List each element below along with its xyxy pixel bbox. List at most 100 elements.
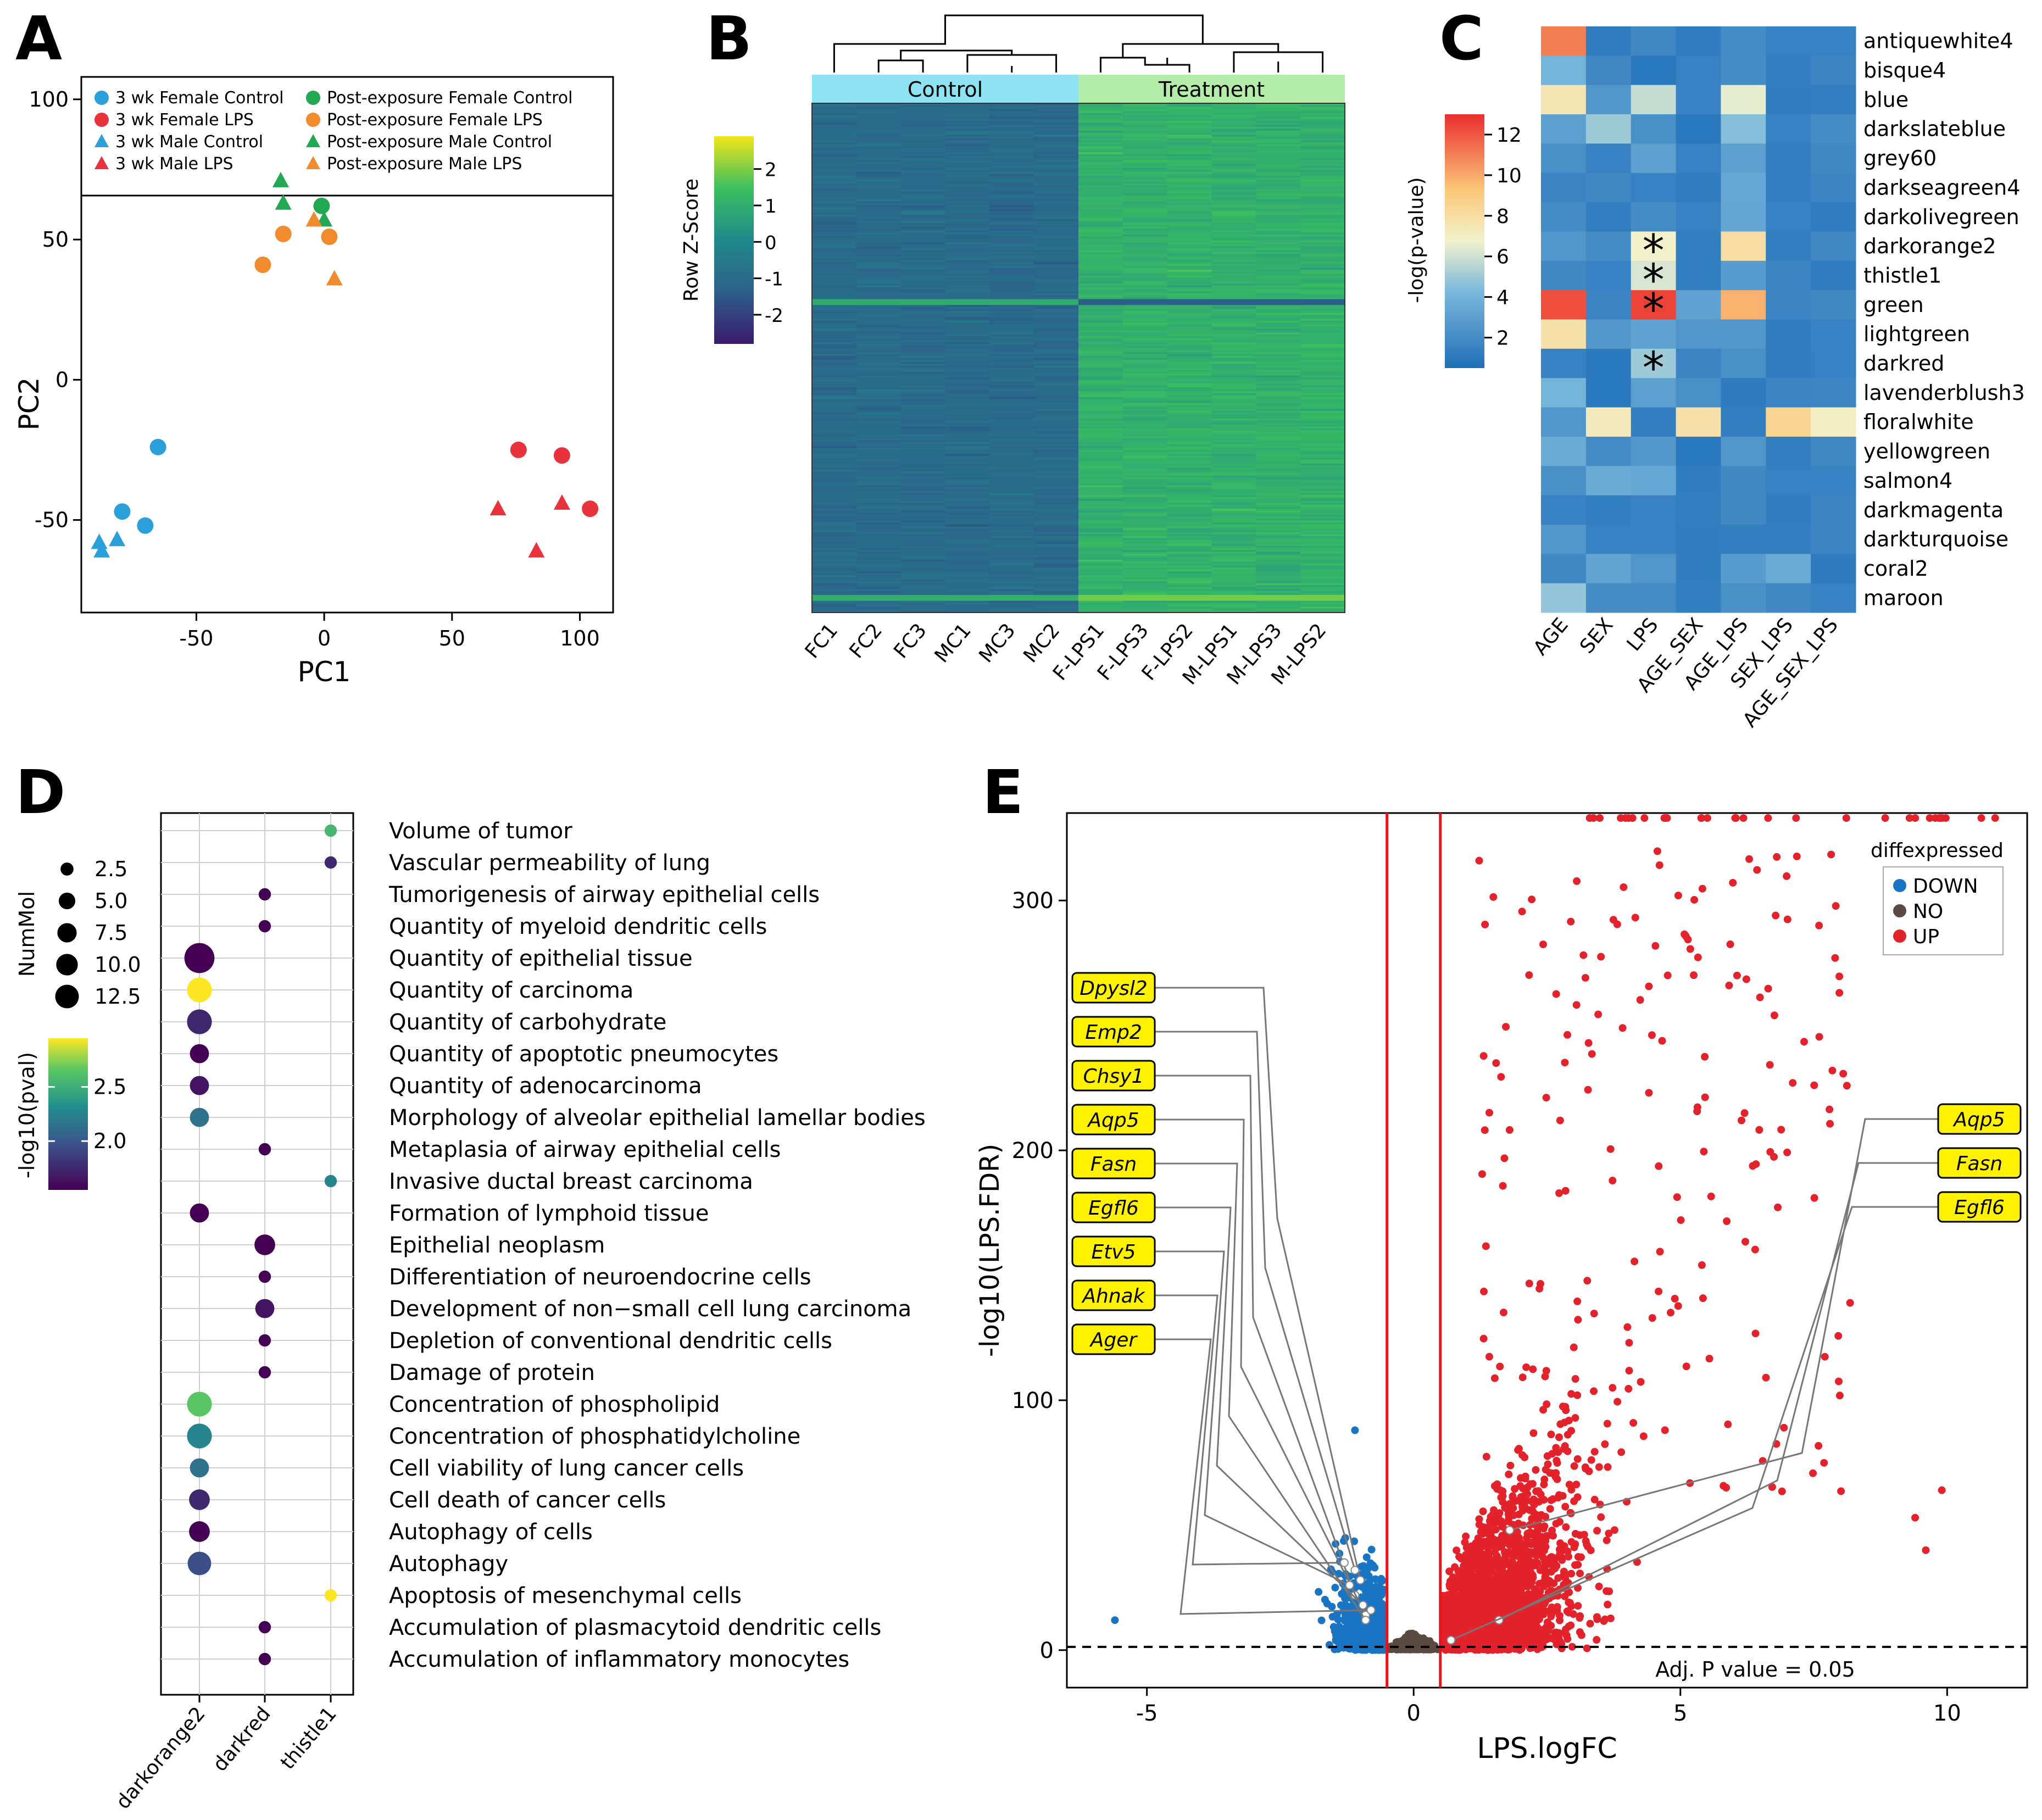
heatmap-b-cell-0-236 <box>812 565 857 568</box>
heatmap-b-cell-9-230 <box>1211 554 1256 556</box>
heatmap-b-cell-6-80 <box>1078 260 1123 263</box>
heatmap-b-cell-1-135 <box>856 368 902 370</box>
heatmap-b-cell-10-74 <box>1256 248 1301 251</box>
heatmap-b-cell-7-234 <box>1122 561 1168 564</box>
heatmap-b-cell-8-0 <box>1167 103 1212 106</box>
pca-legend-marker-1 <box>94 113 109 127</box>
heatmap-b-cell-0-213 <box>812 520 857 523</box>
heatmap-b-cell-2-114 <box>900 326 945 329</box>
heatmap-b-cell-7-198 <box>1122 491 1168 494</box>
heatmap-b-cell-8-159 <box>1167 414 1212 417</box>
heatmap-b-cell-11-16 <box>1300 135 1345 137</box>
heatmap-b-cell-8-161 <box>1167 419 1212 421</box>
heatmap-b-cell-11-103 <box>1300 305 1345 308</box>
heatmap-b-cell-8-27 <box>1167 156 1212 159</box>
heatmap-b-cell-7-4 <box>1122 111 1168 114</box>
heatmap-b-cell-0-122 <box>812 342 857 345</box>
heatmap-b-cell-8-167 <box>1167 430 1212 433</box>
heatmap-b-cell-9-57 <box>1211 215 1256 218</box>
heatmap-b-cell-10-185 <box>1256 465 1301 468</box>
heatmap-b-cell-1-19 <box>856 140 902 143</box>
heatmap-b-cell-7-23 <box>1122 148 1168 151</box>
heatmap-b-cell-8-150 <box>1167 397 1212 399</box>
heatmap-b-cell-6-191 <box>1078 477 1123 480</box>
heatmap-b-cell-11-78 <box>1300 256 1345 259</box>
trait-col-label-0: AGE <box>1529 614 1572 660</box>
heatmap-b-cell-5-39 <box>1034 180 1079 182</box>
heatmap-b-cell-3-51 <box>945 203 990 205</box>
heatmap-b-cell-3-18 <box>945 138 990 141</box>
expression-heatmap-panel: Control Treatment FC1 FC2 FC3MC1MC3MC2F-LPS… <box>680 14 1345 689</box>
heatmap-b-cell-0-37 <box>812 175 857 178</box>
heatmap-b-cell-11-240 <box>1300 573 1345 576</box>
heatmap-b-cell-6-178 <box>1078 452 1123 454</box>
heatmap-b-cell-5-206 <box>1034 507 1079 509</box>
dotplot-point-13 <box>254 1234 275 1255</box>
heatmap-b-cell-8-11 <box>1167 125 1212 127</box>
dotplot-term-12: Formation of lymphoid tissue <box>389 1201 709 1226</box>
heatmap-b-cell-10-104 <box>1256 307 1301 309</box>
heatmap-b-cell-7-99 <box>1122 297 1168 300</box>
heatmap-b-cell-11-43 <box>1300 187 1345 190</box>
heatmap-b-cell-1-159 <box>856 414 902 417</box>
heatmap-b-cell-11-99 <box>1300 297 1345 300</box>
heatmap-b-cell-0-241 <box>812 575 857 578</box>
heatmap-b-cell-11-159 <box>1300 414 1345 417</box>
heatmap-b-cell-11-162 <box>1300 420 1345 423</box>
heatmap-b-cell-9-163 <box>1211 422 1256 425</box>
heatmap-b-cell-8-128 <box>1167 354 1212 357</box>
heatmap-b-cell-5-247 <box>1034 587 1079 589</box>
heatmap-b-cell-1-12 <box>856 126 902 129</box>
heatmap-b-cell-7-252 <box>1122 597 1168 599</box>
heatmap-b-cell-6-254 <box>1078 600 1123 603</box>
heatmap-b-cell-5-177 <box>1034 450 1079 453</box>
heatmap-b-cell-5-137 <box>1034 371 1079 374</box>
heatmap-b-cell-2-8 <box>900 119 945 121</box>
heatmap-b-cell-1-183 <box>856 461 902 464</box>
heatmap-b-cell-8-117 <box>1167 332 1212 335</box>
heatmap-b-cell-11-107 <box>1300 313 1345 315</box>
heatmap-b-cell-11-71 <box>1300 242 1345 245</box>
heatmap-b-cell-2-162 <box>900 420 945 423</box>
heatmap-b-cell-8-224 <box>1167 542 1212 544</box>
heatmap-b-cell-1-177 <box>856 450 902 453</box>
heatmap-b-cell-7-166 <box>1122 428 1168 431</box>
heatmap-b-cell-6-128 <box>1078 354 1123 357</box>
heatmap-b-cell-7-255 <box>1122 603 1168 605</box>
heatmap-b-cell-3-235 <box>945 563 990 566</box>
heatmap-b-cell-10-134 <box>1256 365 1301 368</box>
heatmap-b-cell-1-141 <box>856 379 902 382</box>
heatmap-b-cell-6-210 <box>1078 514 1123 517</box>
heatmap-b-cell-7-141 <box>1122 379 1168 382</box>
heatmap-b-cell-2-78 <box>900 256 945 259</box>
heatmap-b-cell-8-55 <box>1167 211 1212 214</box>
heatmap-b-cell-4-20 <box>989 142 1034 145</box>
heatmap-b-cell-4-138 <box>989 374 1034 376</box>
heatmap-b-cell-2-157 <box>900 410 945 413</box>
heatmap-b-cell-6-204 <box>1078 503 1123 505</box>
heatmap-b-cell-10-175 <box>1256 446 1301 449</box>
heatmap-b-cell-1-74 <box>856 248 902 251</box>
heatmap-b-cell-4-188 <box>989 471 1034 474</box>
heatmap-b-cell-6-159 <box>1078 414 1123 417</box>
heatmap-b-cell-5-141 <box>1034 379 1079 382</box>
heatmap-b-cell-8-28 <box>1167 158 1212 160</box>
heatmap-b-cell-10-127 <box>1256 352 1301 354</box>
heatmap-b-cell-6-105 <box>1078 309 1123 311</box>
heatmap-b-cell-3-111 <box>945 320 990 323</box>
heatmap-b-cell-11-203 <box>1300 500 1345 503</box>
pca-point-3-2 <box>528 542 545 558</box>
heatmap-b-cell-5-215 <box>1034 524 1079 527</box>
heatmap-b-cell-11-146 <box>1300 389 1345 392</box>
heatmap-b-cell-5-68 <box>1034 236 1079 239</box>
heatmap-b-cell-5-76 <box>1034 252 1079 255</box>
heatmap-b-cell-2-147 <box>900 391 945 394</box>
heatmap-b-cell-5-257 <box>1034 606 1079 609</box>
dendro-l4 <box>966 54 1058 73</box>
heatmap-b-cell-7-17 <box>1122 136 1168 139</box>
heatmap-b-cell-10-89 <box>1256 277 1301 280</box>
heatmap-b-cell-4-75 <box>989 250 1034 253</box>
dotplot-point-2 <box>258 888 271 901</box>
heatmap-b-cell-5-122 <box>1034 342 1079 345</box>
heatmap-b-cell-7-39 <box>1122 180 1168 182</box>
